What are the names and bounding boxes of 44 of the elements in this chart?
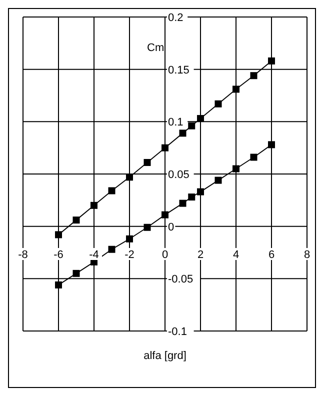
point [162, 144, 168, 152]
point [108, 187, 116, 194]
y-axis-title: Cm [147, 42, 164, 54]
point [188, 122, 196, 130]
point [197, 115, 204, 122]
y-tick-label: 0.15 [168, 64, 190, 76]
point [72, 216, 80, 224]
point [188, 194, 196, 201]
point [250, 72, 258, 80]
x-tick-label: -8 [18, 249, 28, 261]
point [162, 211, 168, 218]
point [108, 246, 116, 253]
x-tick-label: 4 [232, 249, 240, 261]
point [179, 130, 186, 137]
point [90, 202, 98, 209]
y-tick-label: 0.1 [168, 116, 184, 129]
point [55, 231, 62, 238]
point [214, 176, 222, 184]
x-tick-label: 2 [197, 249, 204, 261]
point [55, 281, 62, 288]
x-tick-label: -4 [89, 249, 99, 261]
x-axis-title: alfa [grd] [144, 350, 186, 362]
y-tick-label: 0.2 [168, 12, 184, 24]
y-tick-label: 0 [168, 221, 174, 234]
x-tick-label: 6 [268, 249, 275, 261]
x-tick-label: -6 [54, 249, 64, 261]
point [232, 165, 240, 172]
point [126, 235, 133, 242]
point [268, 57, 275, 64]
point [250, 154, 258, 161]
y-tick-label: -0.1 [168, 326, 187, 338]
point [144, 158, 151, 166]
y-tick-label: -0.05 [168, 274, 194, 286]
y-tick-label: 0.05 [168, 169, 190, 181]
point [144, 224, 151, 231]
x-tick-label: -2 [124, 249, 134, 261]
point [72, 270, 80, 277]
point [126, 174, 133, 181]
x-tick-label: 8 [304, 249, 310, 261]
point [179, 200, 186, 207]
point [268, 141, 275, 148]
point [232, 86, 240, 93]
point [214, 100, 222, 108]
point [197, 188, 204, 196]
